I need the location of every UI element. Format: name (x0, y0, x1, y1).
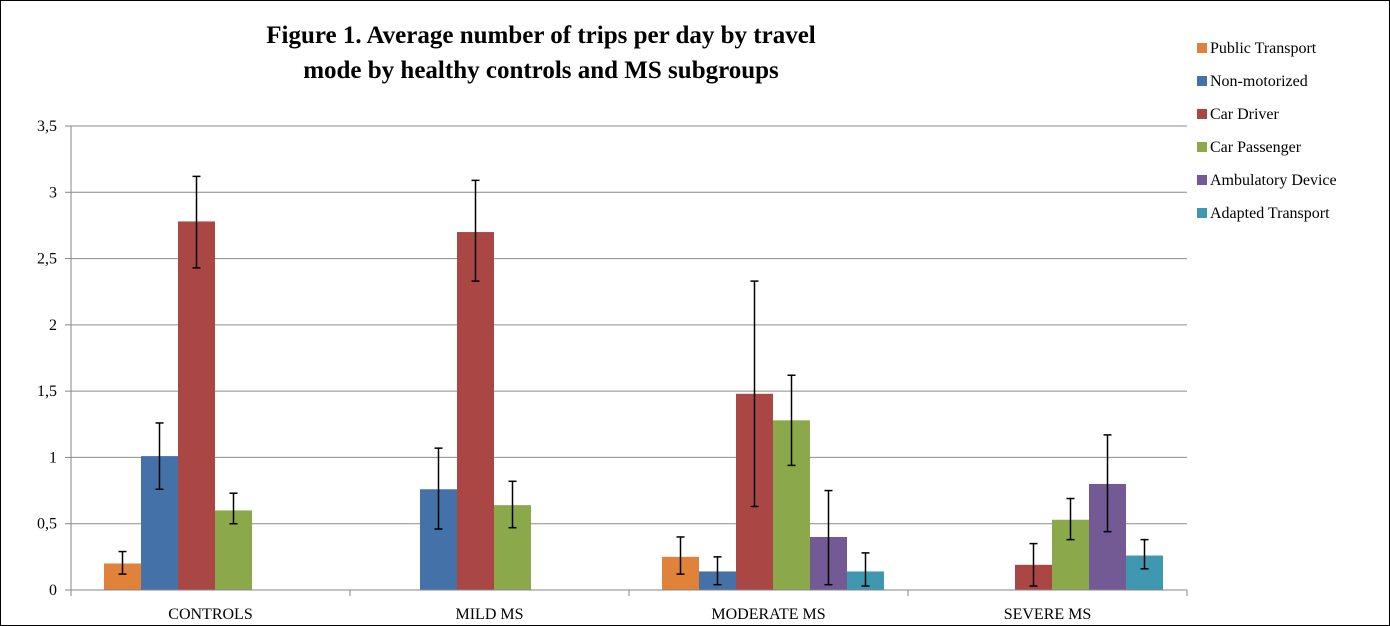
y-tick-label: 3 (49, 184, 57, 201)
legend-label: Public Transport (1210, 40, 1317, 57)
legend-swatch (1197, 76, 1207, 86)
gridlines (71, 125, 1187, 525)
bar (178, 221, 215, 591)
legend-label: Adapted Transport (1210, 205, 1330, 222)
x-category-label: SEVERE MS (1004, 606, 1092, 623)
legend-swatch (1197, 142, 1207, 152)
legend-swatch (1197, 109, 1207, 119)
chart-title-line2: mode by healthy controls and MS subgroup… (303, 57, 779, 84)
y-tick-label: 1 (49, 449, 57, 466)
y-tick-label: 0,5 (37, 516, 57, 533)
bars (104, 221, 1163, 591)
y-tick-label: 1,5 (37, 383, 57, 400)
y-tick-label: 0 (49, 582, 57, 599)
error-bars (118, 175, 1149, 587)
legend-swatch (1197, 208, 1207, 218)
x-category-label: CONTROLS (168, 606, 252, 623)
y-tick-label: 3,5 (37, 118, 57, 135)
legend-label: Non-motorized (1210, 73, 1308, 90)
legend-swatch (1197, 43, 1207, 53)
axes: 0 0,5 1 1,5 2 2,5 3 3,5 CONTROLS MILD MS MODERATE … (37, 118, 1188, 623)
y-tick-label: 2,5 (37, 251, 57, 268)
legend-label: Ambulatory Device (1210, 172, 1337, 189)
chart-title-line1: Figure 1. Average number of trips per da… (266, 22, 816, 49)
y-tick-label: 2 (49, 317, 57, 334)
legend-label: Car Passenger (1210, 139, 1302, 156)
bar (457, 232, 494, 591)
x-category-label: MODERATE MS (711, 606, 825, 623)
legend-swatch (1197, 175, 1207, 185)
legend: Public Transport Non-motorized Car Driver C… (1197, 40, 1337, 222)
x-category-label: MILD MS (455, 606, 523, 623)
legend-label: Car Driver (1210, 106, 1280, 123)
